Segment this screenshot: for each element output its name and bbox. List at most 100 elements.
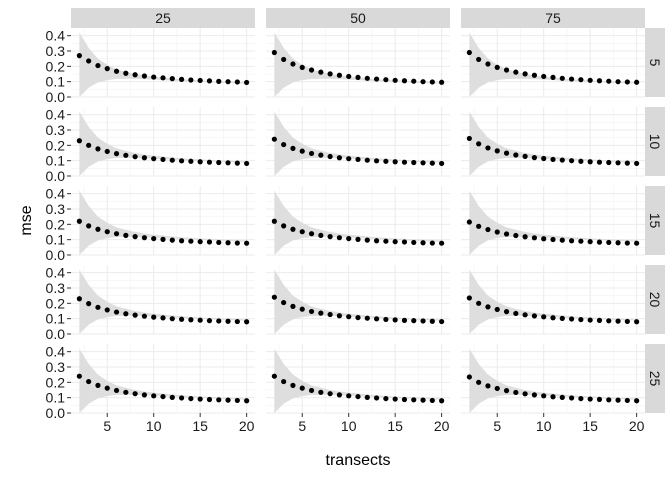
confidence-ribbon (274, 269, 442, 334)
data-point (271, 218, 277, 224)
x-tick-label: 20 (434, 418, 450, 434)
data-point (578, 158, 584, 164)
data-point (169, 237, 175, 243)
data-point (373, 238, 380, 244)
data-point (401, 78, 408, 84)
data-point (95, 62, 101, 69)
confidence-ribbon (79, 190, 247, 255)
data-point (541, 236, 547, 242)
data-point (346, 393, 352, 399)
data-point (364, 157, 370, 163)
data-point (123, 311, 129, 317)
data-point (318, 152, 324, 158)
data-point (420, 240, 426, 246)
data-point (392, 396, 398, 402)
data-point (86, 223, 92, 229)
data-point (308, 67, 315, 73)
data-point (178, 238, 185, 244)
data-point (216, 78, 222, 84)
x-tick-label: 5 (493, 418, 501, 434)
data-point (503, 150, 510, 156)
confidence-ribbon (79, 32, 247, 97)
data-point (373, 316, 380, 322)
data-point (383, 316, 389, 323)
data-point (411, 78, 417, 84)
data-point (531, 392, 538, 398)
data-point (439, 318, 445, 325)
confidence-ribbon (274, 190, 442, 255)
data-point (429, 79, 435, 85)
data-point (429, 240, 435, 246)
data-point (216, 397, 222, 403)
confidence-ribbon (274, 348, 442, 413)
data-point (392, 239, 398, 245)
data-point (169, 316, 175, 322)
data-point (244, 160, 250, 167)
data-point (151, 314, 157, 320)
data-point (568, 238, 575, 244)
data-point (141, 73, 148, 79)
data-point (568, 158, 575, 164)
data-point (513, 232, 519, 239)
data-point (550, 156, 556, 163)
data-point (559, 75, 565, 81)
data-point (308, 150, 315, 157)
x-axis-title: transects (326, 452, 391, 469)
data-point (476, 56, 482, 63)
data-point (290, 382, 296, 388)
data-point (132, 312, 138, 318)
data-point (244, 398, 250, 404)
data-point (439, 79, 445, 85)
data-point (420, 397, 426, 403)
data-point (634, 398, 640, 404)
row-strip (645, 107, 665, 176)
data-point (281, 378, 287, 385)
data-point (401, 317, 408, 323)
data-point (383, 395, 389, 402)
data-point (513, 389, 519, 396)
data-point (86, 58, 92, 64)
data-point (606, 318, 612, 324)
row-strip-label: 5 (647, 59, 663, 67)
data-point (188, 238, 194, 244)
data-point (411, 397, 417, 403)
data-point (578, 238, 584, 244)
y-tick-label: 0.1 (46, 390, 66, 406)
data-point (178, 158, 185, 164)
y-tick-label: 0.2 (46, 374, 66, 390)
facet-panel (71, 344, 255, 414)
data-point (466, 49, 472, 56)
data-point (485, 145, 491, 151)
data-point (76, 296, 82, 302)
data-point (373, 76, 380, 82)
data-point (169, 394, 175, 400)
y-axis-title: mse (18, 205, 35, 235)
facet-panel (71, 107, 255, 177)
data-point (281, 223, 287, 229)
data-point (123, 389, 129, 395)
data-point (624, 240, 630, 246)
data-point (587, 77, 593, 83)
data-point (411, 239, 417, 246)
data-point (634, 160, 640, 167)
data-point (216, 318, 222, 324)
y-tick-label: 0.2 (46, 58, 66, 74)
data-point (113, 387, 120, 394)
data-point (503, 309, 510, 315)
data-point (188, 158, 194, 164)
facet-panel (71, 186, 255, 256)
data-point (160, 75, 166, 81)
data-point (578, 77, 584, 83)
data-point (485, 383, 491, 389)
confidence-ribbon (79, 269, 247, 334)
data-point (355, 236, 361, 242)
data-point (568, 395, 575, 401)
y-tick-label: 0.0 (46, 405, 66, 421)
data-point (327, 71, 333, 77)
data-point (327, 234, 333, 240)
data-point (522, 391, 528, 397)
data-point (494, 64, 500, 71)
data-point (596, 239, 603, 245)
data-point (615, 160, 621, 166)
